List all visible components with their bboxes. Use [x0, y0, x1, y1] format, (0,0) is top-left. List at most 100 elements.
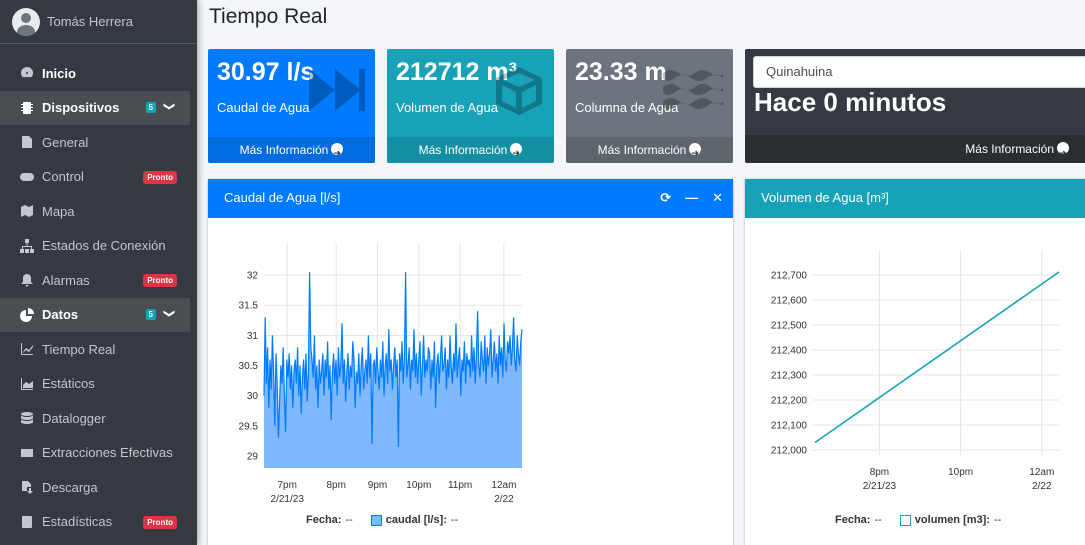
x-tick-label: 10pm	[406, 480, 431, 491]
x-tick-label: 11pm	[448, 480, 472, 491]
sidebar-item-bell[interactable]: Alarmas Pronto	[0, 263, 190, 298]
y-tick-label: 30.5	[239, 361, 259, 372]
x-tick-label: 12am	[1029, 467, 1054, 478]
sidebar-item-label: Tiempo Real	[42, 341, 116, 357]
arrow-circle-right-icon	[1057, 139, 1069, 163]
volumen-info-box: 212712 m³ Volumen de Agua Más Informació…	[387, 49, 554, 163]
x-tick-label: 7pm	[277, 480, 296, 491]
caudal-chart[interactable]: 29 29.5 30 30.5 31 31.5 32 7pm 2/21/23 8pm 9pm 10pm…	[208, 218, 733, 518]
sidebar-item-database[interactable]: Datalogger	[0, 401, 190, 436]
columna-info-box: 23.33 m Columna de Agua Más Información	[566, 49, 733, 163]
y-tick-label: 212,300	[771, 371, 808, 382]
legend-series-value: --	[993, 514, 1002, 526]
sidebar-item-gamepad[interactable]: Control Pronto	[0, 160, 190, 195]
count-badge: 5	[145, 308, 156, 320]
calculator-icon	[18, 515, 36, 529]
volumen-more-label: Más Información	[418, 143, 508, 157]
minimize-icon[interactable]: —	[685, 190, 699, 205]
sidebar-item-calculator[interactable]: Estadísticas Pronto	[0, 505, 190, 540]
sidebar-item-label: Descarga	[42, 479, 98, 495]
cube-icon	[494, 65, 544, 122]
legend-swatch	[370, 514, 382, 526]
sidebar-item-envelope[interactable]: Extracciones Efectivas	[0, 436, 190, 471]
soon-badge: Pronto	[143, 515, 177, 529]
caudal-info-box: 30.97 l/s Caudal de Agua Más Información	[208, 49, 375, 163]
user-name: Tomás Herrera	[47, 14, 133, 29]
caudal-card-header: Caudal de Agua [l/s] ⟳ — ✕	[208, 179, 733, 218]
columna-value: 23.33 m	[575, 58, 667, 86]
arrow-circle-right-icon	[510, 140, 523, 163]
legend-date-label: Fecha:	[306, 514, 342, 526]
y-tick-label: 29.5	[239, 421, 259, 432]
area-chart-icon	[18, 377, 36, 391]
y-tick-label: 212,700	[771, 271, 808, 282]
volumen-value: 212712 m³	[396, 58, 517, 86]
arrow-circle-right-icon	[689, 140, 702, 163]
sidebar-item-label: Alarmas	[42, 272, 90, 288]
columna-more-link[interactable]: Más Información	[566, 137, 733, 163]
sidebar-item-sitemap[interactable]: Estados de Conexión	[0, 229, 190, 264]
file-icon	[18, 135, 36, 149]
caudal-line	[263, 271, 523, 447]
x-tick-label: 8pm	[327, 480, 346, 491]
sidebar-item-label: General	[42, 134, 89, 150]
legend-date-value: --	[874, 514, 882, 526]
volumen-chart[interactable]: 212,000 212,100 212,200 212,300 212,400 212,5…	[745, 218, 1085, 518]
caudal-more-link[interactable]: Más Información	[208, 137, 375, 163]
water-icon	[661, 65, 723, 114]
user-panel[interactable]: Tomás Herrera	[0, 0, 197, 44]
volumen-more-link[interactable]: Más Información	[387, 137, 554, 163]
sidebar-item-map[interactable]: Mapa	[0, 194, 190, 229]
caudal-label: Caudal de Agua	[217, 100, 310, 115]
last-update-value: Hace 0 minutos	[754, 87, 947, 117]
count-badge: 5	[145, 101, 156, 113]
sidebar-item-device[interactable]: Dispositivos 5 ❯	[0, 90, 190, 125]
page-title: Tiempo Real	[209, 5, 328, 28]
sidebar-item-line-chart[interactable]: Tiempo Real	[0, 332, 190, 367]
sidebar-item-area-chart[interactable]: Estáticos	[0, 367, 190, 402]
caudal-area	[264, 272, 522, 468]
y-tick-label: 212,100	[771, 421, 808, 432]
x-tick-label: 12am	[491, 480, 516, 491]
legend-series-label: volumen [m3]:	[914, 514, 990, 526]
dashboard-icon	[18, 66, 36, 80]
x-tick-sublabel: 2/22	[1032, 481, 1052, 492]
sidebar-item-download[interactable]: Descarga	[0, 470, 190, 505]
legend-date-label: Fecha:	[835, 514, 871, 526]
estado-more-link[interactable]: Más Información	[745, 135, 1085, 163]
chevron-down-icon: ❯	[162, 101, 175, 111]
sidebar-item-label: Mapa	[42, 203, 75, 219]
location-select[interactable]: Quinahuina	[753, 56, 1085, 88]
x-tick-label: 10pm	[948, 467, 973, 478]
sidebar-item-pie-chart[interactable]: Datos 5 ❯	[0, 297, 190, 332]
close-icon[interactable]: ✕	[712, 190, 723, 205]
sidebar-item-label: Datos	[42, 307, 79, 323]
caudal-chart-card: Caudal de Agua [l/s] ⟳ — ✕ 29 29.5 30 30.5 3…	[208, 179, 733, 545]
sidebar-item-label: Dispositivos	[42, 100, 120, 116]
sidebar-item-label: Estáticos	[42, 376, 95, 392]
volumen-line	[814, 271, 1060, 444]
sidebar-item-dashboard[interactable]: Inicio	[0, 56, 190, 91]
sidebar-item-label: Extracciones Efectivas	[42, 445, 173, 461]
y-tick-label: 31	[247, 331, 259, 342]
caudal-value: 30.97 l/s	[217, 58, 315, 86]
estado-more-label: Más Información	[965, 142, 1054, 156]
sidebar-item-file[interactable]: General	[0, 125, 190, 160]
pie-chart-icon	[18, 307, 36, 322]
volumen-legend: Fecha: -- volumen [m3]: --	[835, 514, 1001, 526]
volumen-label: Volumen de Agua	[396, 100, 498, 115]
volumen-card-header: Volumen de Agua [m³]	[745, 179, 1085, 218]
sidebar-nav: Inicio Dispositivos 5 ❯ General Control Pronto…	[0, 44, 197, 539]
y-tick-label: 212,600	[771, 296, 808, 307]
arrow-circle-right-icon	[331, 140, 344, 163]
caudal-card-title: Caudal de Agua [l/s]	[224, 190, 341, 205]
legend-series-value: --	[450, 514, 459, 526]
x-tick-sublabel: 2/21/23	[271, 494, 305, 505]
legend-series-label: caudal [l/s]:	[385, 514, 447, 526]
fast-forward-icon	[307, 65, 365, 120]
gamepad-icon	[18, 170, 36, 184]
y-tick-label: 212,400	[771, 346, 808, 357]
refresh-icon[interactable]: ⟳	[660, 190, 672, 205]
download-icon	[18, 480, 36, 495]
y-tick-label: 32	[247, 271, 259, 282]
